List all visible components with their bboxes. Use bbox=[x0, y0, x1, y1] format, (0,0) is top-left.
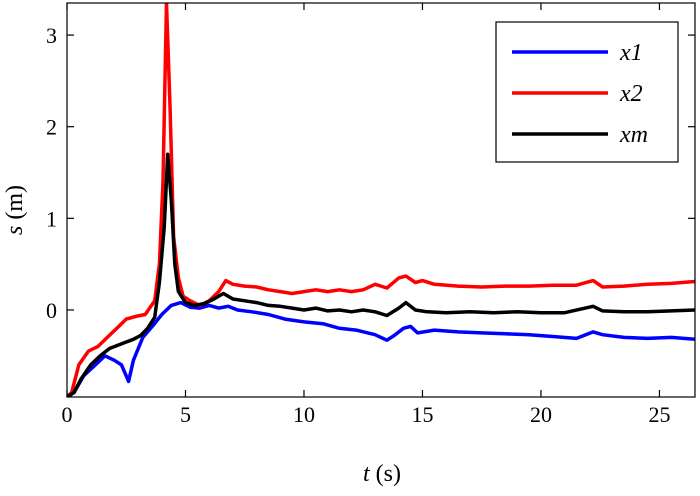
x-axis-label: t (s) bbox=[363, 461, 401, 487]
x-tick-label: 20 bbox=[530, 402, 552, 427]
x-tick-label: 5 bbox=[180, 402, 191, 427]
x-axis-label-var: t bbox=[363, 461, 371, 487]
legend-label-x2: x2 bbox=[619, 81, 643, 107]
legend-label-x1: x1 bbox=[619, 40, 643, 66]
x-tick-label: 10 bbox=[293, 402, 315, 427]
y-axis-label-var: s bbox=[2, 226, 28, 235]
y-tick-label: 3 bbox=[46, 23, 57, 48]
series-line-x1 bbox=[67, 300, 695, 397]
y-tick-label: 2 bbox=[46, 115, 57, 140]
legend-label-xm: xm bbox=[619, 122, 648, 148]
y-axis-label-unit: (m) bbox=[2, 185, 28, 226]
y-tick-label: 1 bbox=[46, 206, 57, 231]
y-tick-label: 0 bbox=[46, 298, 57, 323]
y-axis-label: s (m) bbox=[2, 185, 28, 235]
x-tick-label: 25 bbox=[648, 402, 670, 427]
series-line-x2 bbox=[67, 3, 695, 397]
x-tick-label: 0 bbox=[62, 402, 73, 427]
series-group bbox=[67, 3, 695, 397]
axes: 0 5 10 15 20 25 0 1 2 3 bbox=[46, 2, 696, 427]
series-line-xm bbox=[67, 152, 695, 397]
x-tick-label: 15 bbox=[411, 402, 433, 427]
x-axis-label-unit: (s) bbox=[370, 461, 401, 487]
legend: x1 x2 xm bbox=[495, 21, 679, 163]
plot-frame bbox=[66, 2, 696, 398]
